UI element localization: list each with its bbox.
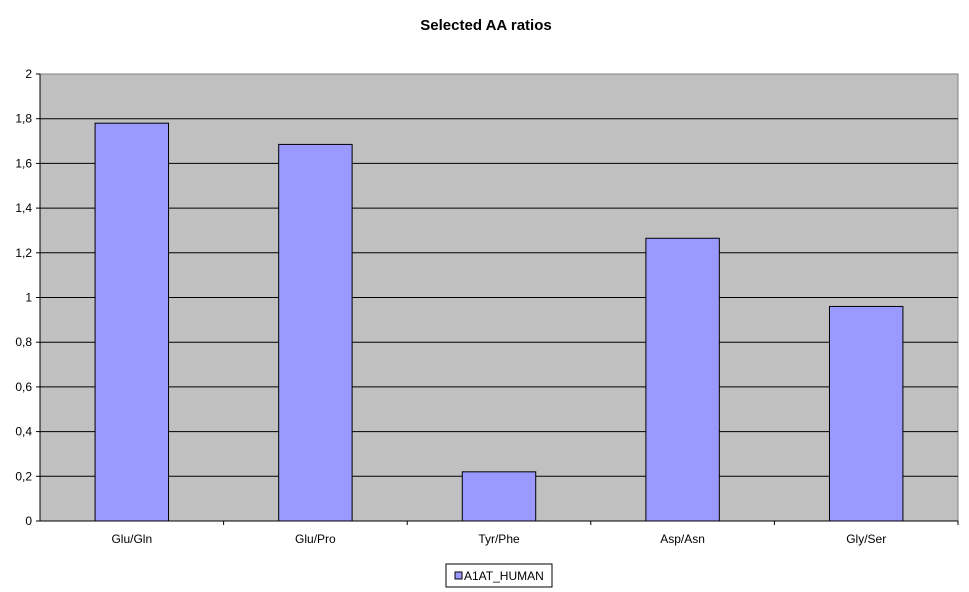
legend: A1AT_HUMAN [445, 563, 553, 588]
x-tick-label: Asp/Asn [660, 532, 705, 546]
bar [828, 305, 904, 522]
legend-swatch [454, 571, 463, 580]
bar [94, 122, 170, 522]
y-tick-label: 2 [25, 67, 32, 81]
x-tick-label: Glu/Gln [111, 532, 152, 546]
y-tick-label: 0,2 [15, 469, 32, 483]
bar [278, 143, 353, 522]
y-tick-label: 1 [25, 291, 32, 305]
bar [461, 471, 537, 522]
y-tick-label: 0,8 [15, 335, 32, 349]
gridlines [40, 118, 958, 477]
x-tick-label: Glu/Pro [295, 532, 336, 546]
bars [94, 122, 904, 522]
bar [645, 237, 720, 522]
x-tick-label: Gly/Ser [846, 532, 886, 546]
x-tick-label: Tyr/Phe [478, 532, 520, 546]
y-tick-label: 1,8 [15, 112, 32, 126]
y-tick-label: 0,6 [15, 380, 32, 394]
y-tick-label: 0 [25, 514, 32, 528]
chart-title: Selected AA ratios [420, 17, 551, 34]
y-tick-label: 0,4 [15, 425, 32, 439]
y-tick-label: 1,2 [15, 246, 32, 260]
legend-label: A1AT_HUMAN [464, 569, 544, 583]
legend-box [445, 563, 553, 588]
y-tick-label: 1,4 [15, 201, 32, 215]
y-tick-label: 1,6 [15, 156, 32, 170]
axes: 0 0,2 0,4 0,6 0,8 1 1,2 1,4 1,6 1,8 2 Glu/Gln Glu/Pr… [15, 67, 959, 546]
